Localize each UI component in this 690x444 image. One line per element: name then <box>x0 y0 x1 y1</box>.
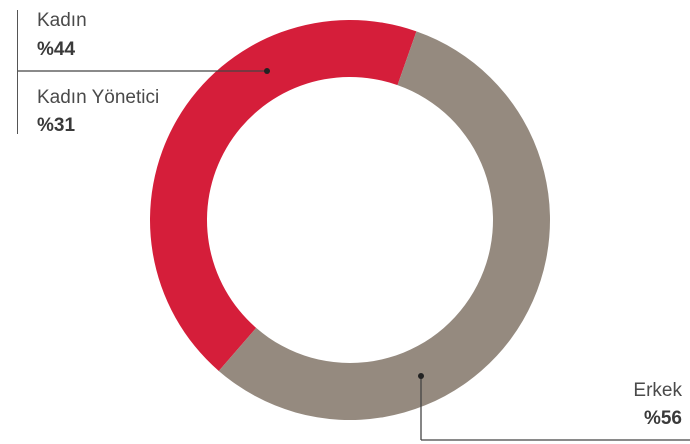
value-kadin: %44 <box>37 39 76 60</box>
leader-dot-erkek <box>418 373 424 379</box>
label-erkek: Erkek <box>633 380 682 401</box>
value-kadin-yonetici: %31 <box>37 115 76 136</box>
label-kadin: Kadın <box>37 10 87 31</box>
donut-slice-erkek <box>218 31 551 421</box>
leader-dot-kadin <box>264 68 270 74</box>
label-kadin-yonetici: Kadın Yönetici <box>37 87 160 108</box>
donut-slice-kadin <box>150 20 417 371</box>
value-erkek: %56 <box>643 408 682 429</box>
label-rule-left <box>17 10 19 134</box>
